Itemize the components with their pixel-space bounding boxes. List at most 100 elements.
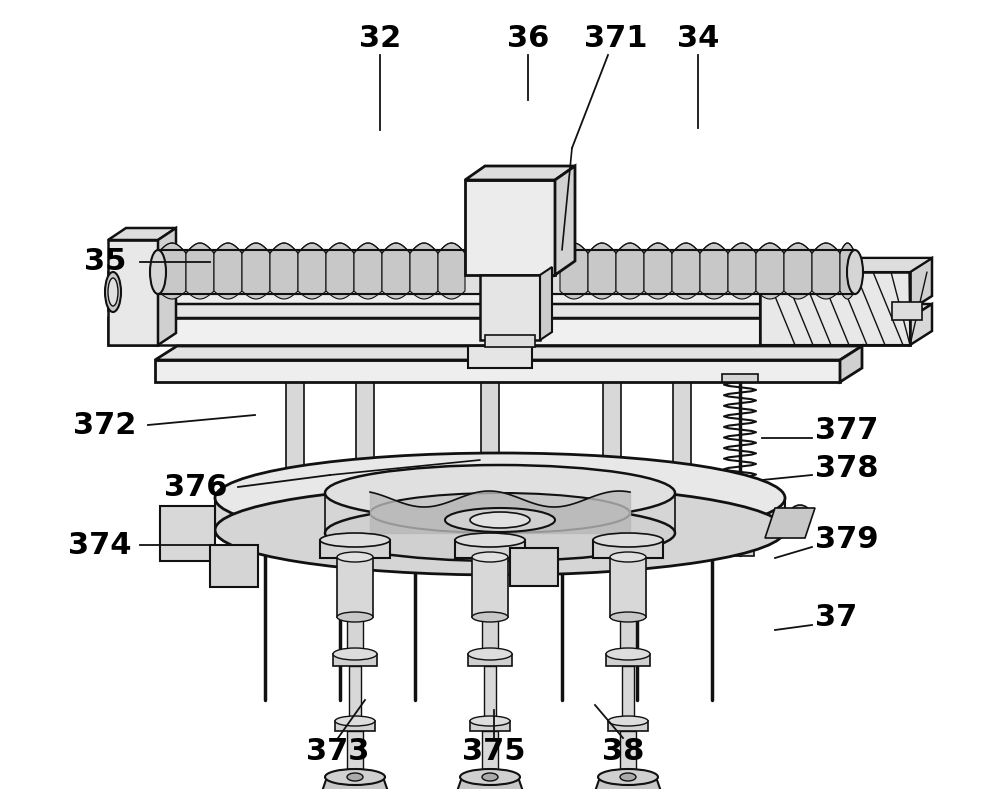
- Ellipse shape: [790, 505, 810, 523]
- Ellipse shape: [610, 552, 646, 562]
- Ellipse shape: [847, 250, 863, 294]
- Bar: [673, 382, 691, 468]
- Polygon shape: [840, 243, 855, 299]
- Bar: [210, 545, 258, 587]
- Text: 372: 372: [73, 410, 137, 439]
- Bar: [482, 731, 498, 771]
- Ellipse shape: [470, 512, 530, 528]
- Polygon shape: [438, 243, 465, 299]
- Bar: [606, 654, 650, 666]
- Polygon shape: [108, 258, 932, 272]
- Polygon shape: [270, 243, 298, 299]
- Polygon shape: [452, 777, 528, 789]
- Bar: [482, 619, 498, 654]
- Bar: [349, 666, 361, 721]
- Polygon shape: [756, 243, 784, 299]
- Bar: [347, 731, 363, 771]
- Polygon shape: [700, 243, 728, 299]
- Bar: [481, 382, 499, 468]
- Bar: [610, 557, 646, 617]
- Bar: [608, 721, 648, 731]
- Bar: [468, 346, 532, 368]
- Polygon shape: [158, 228, 176, 345]
- Bar: [108, 318, 910, 345]
- Polygon shape: [812, 243, 840, 299]
- Bar: [722, 374, 758, 382]
- Ellipse shape: [108, 278, 118, 306]
- Bar: [470, 721, 510, 731]
- Bar: [320, 540, 390, 558]
- Polygon shape: [382, 243, 410, 299]
- Text: 35: 35: [84, 248, 126, 276]
- Polygon shape: [588, 243, 616, 299]
- Text: 373: 373: [306, 738, 370, 766]
- Bar: [484, 666, 496, 721]
- Bar: [472, 557, 508, 617]
- Text: 37: 37: [815, 604, 857, 633]
- Ellipse shape: [482, 773, 498, 781]
- Polygon shape: [215, 498, 785, 530]
- Ellipse shape: [215, 453, 785, 543]
- Ellipse shape: [468, 648, 512, 660]
- Ellipse shape: [472, 552, 508, 562]
- Bar: [468, 654, 512, 666]
- Polygon shape: [644, 243, 672, 299]
- Ellipse shape: [610, 612, 646, 622]
- Text: 379: 379: [815, 525, 879, 555]
- Polygon shape: [108, 228, 176, 240]
- Text: 377: 377: [815, 416, 878, 444]
- Bar: [593, 540, 663, 558]
- Bar: [335, 721, 375, 731]
- Bar: [620, 619, 636, 654]
- Bar: [455, 540, 525, 558]
- Ellipse shape: [150, 250, 166, 294]
- Polygon shape: [317, 777, 393, 789]
- Bar: [603, 382, 621, 468]
- Bar: [108, 272, 910, 310]
- Polygon shape: [214, 243, 242, 299]
- Bar: [760, 272, 910, 345]
- Bar: [480, 275, 540, 340]
- Bar: [333, 654, 377, 666]
- Ellipse shape: [215, 485, 785, 575]
- Bar: [620, 731, 636, 771]
- Text: 376: 376: [164, 473, 228, 502]
- Ellipse shape: [347, 773, 363, 781]
- Polygon shape: [555, 166, 575, 275]
- Bar: [286, 382, 304, 468]
- Polygon shape: [840, 346, 862, 382]
- Polygon shape: [326, 243, 354, 299]
- Bar: [892, 302, 922, 320]
- Ellipse shape: [325, 769, 385, 785]
- Ellipse shape: [598, 769, 658, 785]
- Ellipse shape: [370, 493, 630, 533]
- Ellipse shape: [333, 648, 377, 660]
- Polygon shape: [410, 243, 438, 299]
- Polygon shape: [910, 304, 932, 345]
- Bar: [726, 542, 754, 556]
- Ellipse shape: [455, 533, 525, 547]
- Ellipse shape: [105, 272, 121, 312]
- Ellipse shape: [608, 716, 648, 726]
- Text: 32: 32: [359, 24, 401, 53]
- Polygon shape: [325, 493, 675, 533]
- Ellipse shape: [593, 533, 663, 547]
- Polygon shape: [765, 508, 815, 538]
- Polygon shape: [590, 777, 666, 789]
- Bar: [485, 335, 535, 347]
- Bar: [465, 180, 555, 275]
- Bar: [158, 250, 855, 294]
- Text: 374: 374: [68, 530, 132, 559]
- Ellipse shape: [325, 505, 675, 561]
- Polygon shape: [760, 258, 932, 272]
- Bar: [108, 240, 158, 345]
- Text: 38: 38: [602, 738, 644, 766]
- Ellipse shape: [606, 648, 650, 660]
- Polygon shape: [540, 267, 552, 340]
- Ellipse shape: [337, 552, 373, 562]
- Text: 371: 371: [584, 24, 648, 53]
- Ellipse shape: [620, 773, 636, 781]
- Ellipse shape: [335, 716, 375, 726]
- Bar: [510, 548, 558, 586]
- Polygon shape: [560, 243, 588, 299]
